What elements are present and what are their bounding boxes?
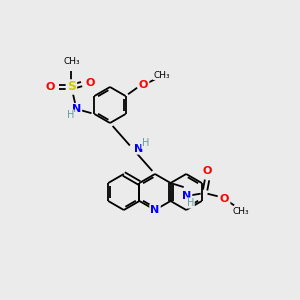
Text: H: H [187,198,194,208]
Text: O: O [46,82,55,92]
Text: N: N [72,104,81,114]
Text: CH₃: CH₃ [63,56,80,65]
Text: O: O [86,78,95,88]
Text: CH₃: CH₃ [232,206,249,215]
Text: H: H [67,110,74,120]
Text: N: N [182,191,191,201]
Text: S: S [67,80,76,94]
Text: CH₃: CH₃ [153,70,170,80]
Text: O: O [220,194,229,204]
Text: O: O [203,166,212,176]
Text: N: N [150,205,160,215]
Text: H: H [142,139,149,148]
Text: N: N [134,143,143,154]
Text: O: O [139,80,148,90]
